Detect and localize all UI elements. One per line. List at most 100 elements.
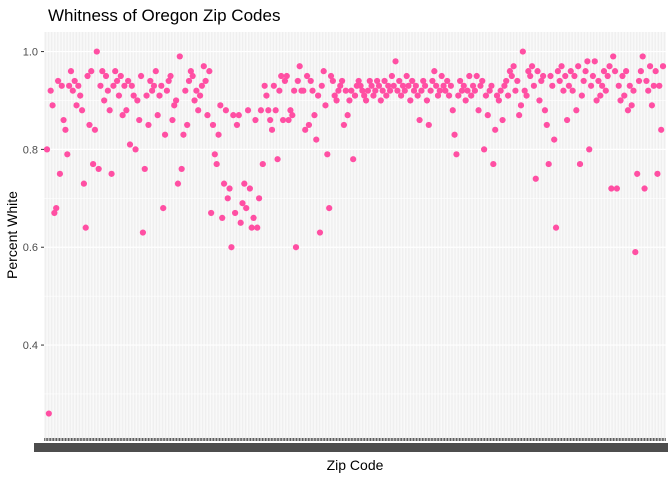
- data-point: [551, 136, 558, 143]
- data-point: [171, 102, 178, 109]
- data-point: [602, 87, 609, 94]
- data-point: [117, 72, 124, 80]
- data-point: [263, 92, 270, 99]
- data-point: [141, 165, 148, 173]
- data-point: [202, 77, 209, 85]
- data-point: [104, 87, 111, 94]
- data-point: [121, 82, 128, 89]
- data-point: [342, 87, 349, 94]
- data-point: [477, 82, 484, 89]
- data-point: [296, 63, 303, 70]
- data-point: [619, 72, 626, 80]
- data-point: [617, 97, 624, 104]
- data-point: [613, 185, 620, 192]
- data-point: [634, 170, 641, 177]
- data-point: [261, 82, 268, 89]
- data-point: [315, 92, 322, 99]
- data-point: [327, 72, 335, 80]
- data-point: [632, 249, 639, 256]
- data-point: [163, 87, 170, 94]
- data-point: [160, 205, 167, 212]
- data-point: [281, 77, 289, 85]
- x-axis-title: Zip Code: [327, 457, 384, 473]
- data-point: [75, 82, 82, 89]
- data-point: [108, 170, 115, 177]
- data-point: [241, 180, 248, 187]
- data-point: [248, 224, 255, 231]
- data-point: [615, 82, 622, 89]
- data-point: [451, 131, 458, 138]
- data-point: [471, 87, 478, 94]
- data-point: [514, 77, 521, 85]
- data-point: [246, 185, 253, 192]
- data-point: [497, 87, 504, 94]
- data-point: [628, 102, 635, 109]
- data-point: [169, 116, 176, 124]
- data-point: [390, 82, 397, 89]
- data-point: [527, 72, 534, 80]
- data-point: [287, 107, 294, 114]
- data-point: [434, 92, 442, 99]
- data-point: [78, 107, 86, 114]
- data-point: [67, 68, 75, 75]
- y-tick-label: 0.4: [23, 340, 38, 352]
- data-point: [149, 87, 156, 94]
- data-point: [528, 63, 536, 70]
- data-point: [578, 92, 585, 99]
- data-point: [126, 141, 134, 148]
- data-points: [43, 48, 667, 417]
- data-point: [392, 58, 399, 65]
- data-point: [458, 87, 466, 94]
- data-point: [582, 68, 589, 75]
- data-point: [517, 102, 525, 109]
- data-point: [176, 53, 183, 60]
- data-point: [217, 102, 224, 109]
- data-point: [49, 102, 56, 109]
- data-point: [88, 68, 95, 75]
- data-point: [86, 121, 93, 129]
- data-point: [351, 92, 359, 99]
- data-point: [385, 82, 392, 89]
- data-point: [338, 77, 346, 85]
- data-point: [259, 160, 266, 168]
- data-point: [270, 82, 277, 89]
- data-point: [302, 126, 309, 133]
- data-point: [254, 224, 261, 231]
- data-point: [593, 97, 600, 104]
- data-point: [377, 97, 384, 104]
- data-point: [226, 185, 233, 192]
- data-point: [469, 82, 477, 89]
- data-point: [335, 87, 342, 94]
- data-point: [635, 77, 643, 85]
- data-point: [589, 72, 597, 80]
- data-point: [128, 82, 135, 89]
- data-point: [71, 77, 78, 85]
- data-point: [272, 107, 279, 114]
- data-point: [556, 77, 563, 85]
- data-point: [267, 116, 274, 124]
- data-point: [399, 82, 407, 89]
- data-point: [641, 185, 648, 192]
- data-point: [311, 112, 318, 119]
- data-point: [215, 131, 222, 138]
- data-point: [198, 82, 206, 89]
- data-point: [357, 82, 364, 89]
- data-point: [62, 126, 69, 133]
- data-point: [599, 82, 606, 89]
- data-point: [209, 121, 217, 129]
- data-point: [113, 77, 121, 85]
- data-point: [184, 121, 191, 129]
- data-point: [564, 116, 571, 124]
- data-point: [361, 92, 368, 99]
- data-point: [359, 87, 366, 94]
- data-point: [309, 87, 316, 94]
- data-point: [421, 82, 429, 89]
- data-point: [219, 214, 226, 221]
- data-point: [525, 68, 532, 75]
- data-point: [536, 97, 543, 104]
- data-point: [300, 87, 307, 94]
- data-point: [375, 82, 383, 89]
- data-point: [630, 87, 637, 94]
- data-point: [600, 68, 608, 75]
